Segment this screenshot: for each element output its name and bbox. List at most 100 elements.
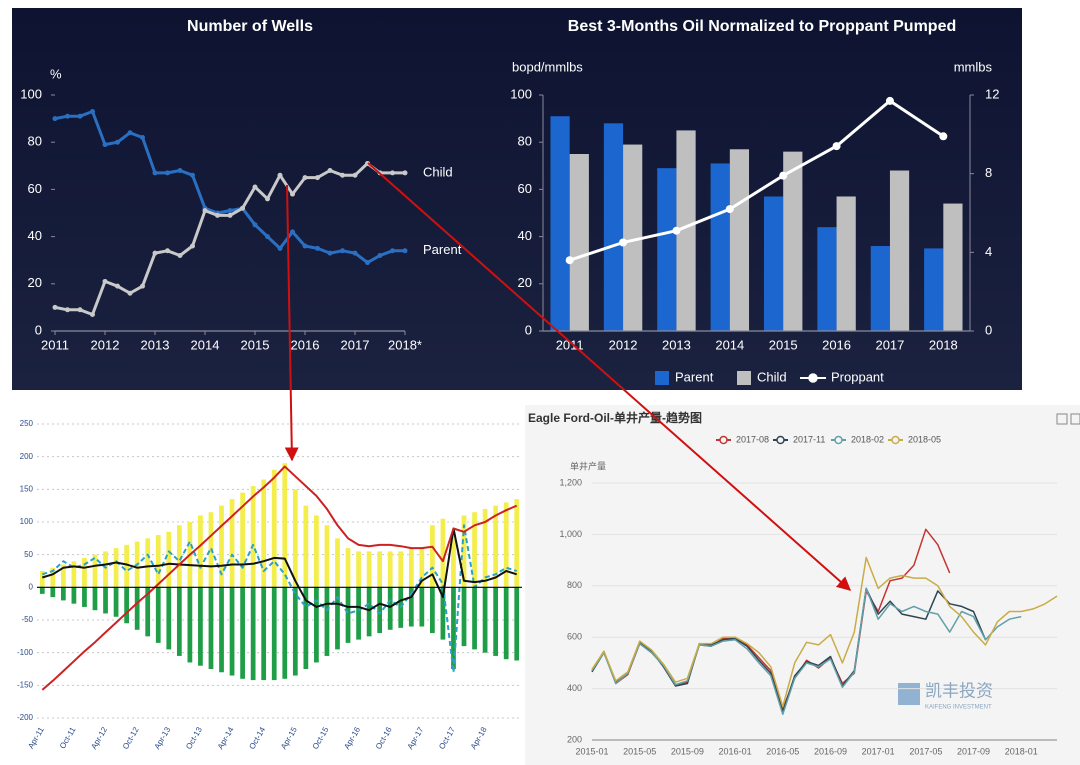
line-marker [315, 245, 320, 251]
bar [240, 587, 245, 679]
x-tick-label: 2017-01 [862, 746, 895, 756]
x-tick-label: 2018* [388, 337, 422, 352]
bar [783, 151, 803, 331]
bar [924, 248, 944, 331]
bar [282, 587, 288, 679]
bar [943, 203, 963, 331]
bar [219, 505, 224, 588]
line-marker [277, 172, 283, 178]
bar [493, 587, 499, 656]
line-marker [140, 134, 145, 140]
series-end-label: Parent [423, 242, 462, 257]
line-marker [302, 175, 308, 181]
bar [113, 587, 119, 617]
y-axis-label: % [50, 66, 62, 81]
x-tick-label: 2017-05 [909, 746, 942, 756]
legend-swatch [737, 371, 751, 385]
bar [240, 492, 245, 588]
line-marker [390, 248, 395, 254]
line-marker [177, 252, 183, 258]
bar [60, 587, 66, 601]
line-marker [340, 172, 345, 178]
bar [366, 551, 372, 588]
bar [345, 548, 351, 588]
bar [60, 564, 66, 588]
bar [50, 587, 56, 598]
bar [314, 515, 319, 588]
bar [377, 551, 383, 588]
bar [292, 489, 298, 588]
y-tick-label: 1,000 [559, 529, 582, 539]
y-tick-label: 150 [20, 484, 34, 493]
legend-label: Parent [675, 369, 714, 384]
line-marker [152, 170, 158, 176]
bar [440, 587, 446, 640]
bar [292, 587, 298, 676]
chart-title: Best 3-Months Oil Normalized to Proppant… [568, 18, 956, 35]
x-tick-label: 2011 [41, 337, 69, 352]
bar [208, 587, 214, 669]
arrow [367, 162, 852, 591]
line-marker [165, 170, 170, 176]
line-marker [77, 307, 83, 313]
bar [134, 587, 140, 630]
line-marker [252, 184, 258, 190]
line-marker [52, 116, 58, 122]
bar [324, 525, 330, 588]
line-series [569, 99, 945, 262]
legend-label: 2017-11 [793, 434, 825, 444]
bar [482, 508, 488, 588]
line-marker [190, 243, 195, 249]
bar [430, 525, 435, 588]
line-marker [779, 171, 788, 180]
bar [335, 587, 340, 650]
y-tick-label: 60 [518, 181, 532, 196]
line-series [42, 527, 517, 612]
bar [303, 505, 309, 588]
x-tick-label: 2012 [91, 337, 120, 352]
legend-label: 2018-05 [908, 434, 941, 444]
line-marker [265, 196, 270, 202]
bar [314, 587, 319, 663]
x-tick-label: 2016 [822, 337, 851, 352]
y-tick-label: 800 [567, 580, 582, 590]
y-tick-label: 400 [567, 683, 582, 693]
bar [550, 116, 570, 332]
line-marker [565, 256, 574, 265]
legend-label: 2018-02 [851, 434, 884, 444]
line-marker [90, 311, 95, 317]
bar [763, 196, 784, 331]
bar [503, 502, 509, 588]
legend-swatch [891, 435, 900, 445]
toolbox-icon[interactable] [1070, 413, 1080, 425]
y2-axis-label: mmlbs [954, 59, 993, 74]
line-marker [77, 113, 83, 119]
line-marker [127, 130, 133, 136]
line-marker [215, 212, 220, 218]
bar [461, 515, 467, 588]
toolbox-icon[interactable] [1056, 413, 1068, 425]
line-marker [277, 245, 283, 251]
bar [282, 463, 288, 588]
x-tick-label: 2014 [715, 337, 744, 352]
bar [366, 587, 372, 637]
line-marker [619, 238, 628, 247]
y-axis-label: 单井产量 [570, 460, 606, 471]
bar [113, 548, 119, 588]
y-tick-label: 80 [518, 134, 532, 149]
bar [39, 587, 45, 594]
y-tick-label: 0 [525, 322, 532, 337]
bar [657, 168, 677, 331]
y-tick-label: 100 [20, 86, 42, 101]
y2-tick-label: 8 [985, 165, 992, 180]
line-marker [65, 307, 70, 313]
bar [124, 544, 129, 588]
x-tick-label: 2015-01 [575, 746, 608, 756]
bar [71, 561, 77, 588]
bar [729, 149, 750, 331]
y-tick-label: 250 [20, 419, 34, 428]
line-marker [327, 168, 333, 174]
y-tick-label: 50 [24, 550, 33, 559]
x-tick-label: 2012 [609, 337, 638, 352]
bar [836, 196, 856, 331]
